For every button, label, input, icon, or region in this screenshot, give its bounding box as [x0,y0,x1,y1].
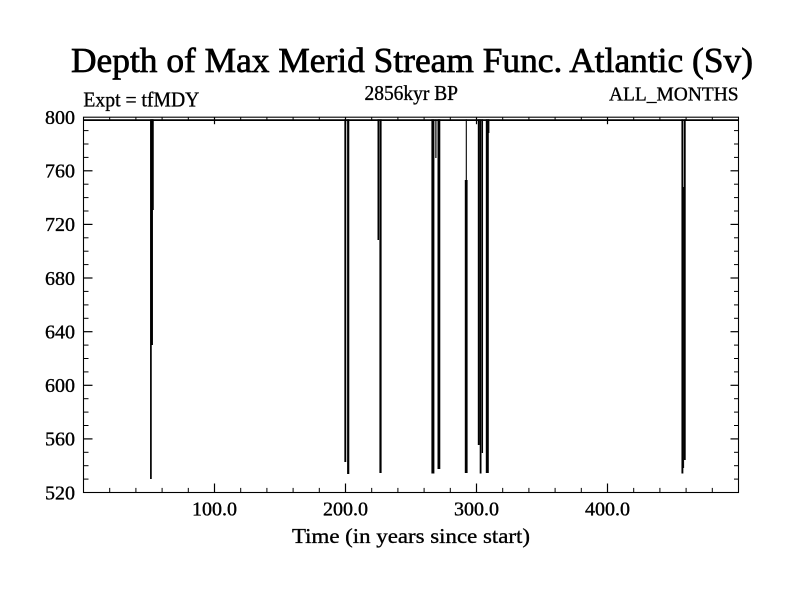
svg-text:800: 800 [45,107,75,129]
svg-text:Expt = tfMDY: Expt = tfMDY [83,88,199,112]
svg-text:560: 560 [45,429,75,451]
svg-text:2856kyr BP: 2856kyr BP [365,81,459,105]
svg-text:720: 720 [45,214,75,236]
svg-text:400.0: 400.0 [585,499,630,521]
svg-text:ALL_MONTHS: ALL_MONTHS [609,84,739,106]
svg-text:520: 520 [45,482,75,504]
svg-text:300.0: 300.0 [454,499,499,521]
svg-text:600: 600 [45,375,75,397]
svg-text:640: 640 [45,321,75,343]
svg-text:100.0: 100.0 [192,499,237,521]
svg-text:Depth of Max Merid Stream Func: Depth of Max Merid Stream Func. Atlantic… [71,42,753,80]
svg-text:760: 760 [45,161,75,183]
svg-text:680: 680 [45,268,75,290]
svg-text:200.0: 200.0 [323,499,368,521]
svg-text:Time (in years since start): Time (in years since start) [292,524,530,548]
